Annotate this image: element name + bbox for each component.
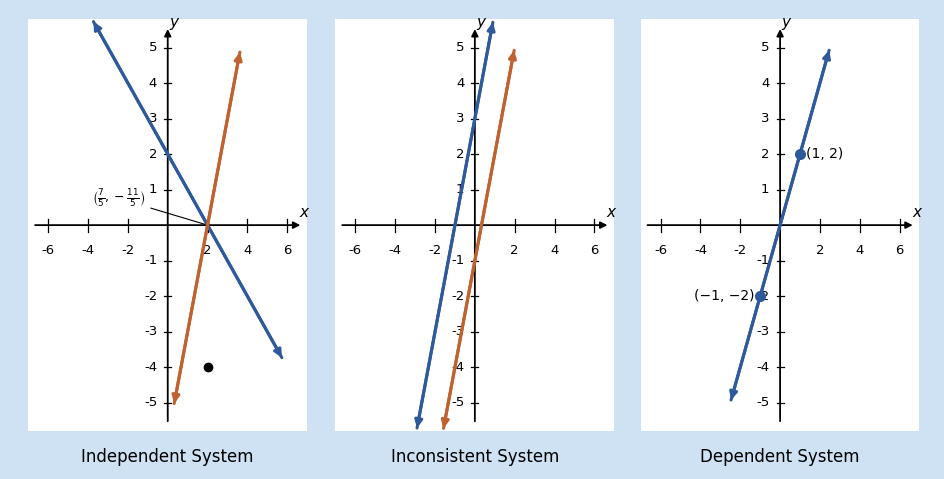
Text: -2: -2 (428, 244, 441, 257)
Text: 6: 6 (282, 244, 291, 257)
Text: -1: -1 (143, 254, 157, 267)
Text: 1: 1 (148, 183, 157, 196)
Text: 2: 2 (455, 148, 464, 160)
Text: 4: 4 (243, 244, 251, 257)
Text: Independent System: Independent System (81, 447, 254, 466)
Text: 2: 2 (203, 244, 211, 257)
Text: $x$: $x$ (911, 205, 922, 220)
Text: $x$: $x$ (299, 205, 311, 220)
Text: -4: -4 (143, 361, 157, 374)
Text: -4: -4 (81, 244, 94, 257)
Text: 2: 2 (760, 148, 768, 160)
Text: -5: -5 (755, 396, 768, 409)
Text: 4: 4 (148, 77, 157, 90)
Text: -6: -6 (653, 244, 666, 257)
Text: 4: 4 (455, 77, 464, 90)
Text: 2: 2 (148, 148, 157, 160)
Text: -1: -1 (450, 254, 464, 267)
Text: -2: -2 (450, 290, 464, 303)
Text: 3: 3 (148, 112, 157, 125)
Text: 1: 1 (760, 183, 768, 196)
Text: 2: 2 (815, 244, 823, 257)
Text: $\left(\frac{7}{5}, -\frac{11}{5}\right)$: $\left(\frac{7}{5}, -\frac{11}{5}\right)… (92, 188, 205, 224)
Text: 5: 5 (455, 41, 464, 54)
Text: 5: 5 (148, 41, 157, 54)
Text: -2: -2 (121, 244, 134, 257)
Text: -5: -5 (143, 396, 157, 409)
Text: -3: -3 (450, 325, 464, 338)
Text: -2: -2 (733, 244, 746, 257)
Text: -2: -2 (143, 290, 157, 303)
Text: -2: -2 (755, 290, 768, 303)
Text: -4: -4 (388, 244, 401, 257)
Text: 4: 4 (549, 244, 558, 257)
Text: $x$: $x$ (606, 205, 617, 220)
Text: $y$: $y$ (169, 16, 180, 33)
Text: Dependent System: Dependent System (700, 447, 859, 466)
Text: -4: -4 (755, 361, 768, 374)
Text: 1: 1 (455, 183, 464, 196)
Text: 6: 6 (589, 244, 598, 257)
Text: -6: -6 (348, 244, 362, 257)
Text: -6: -6 (42, 244, 55, 257)
Text: -1: -1 (755, 254, 768, 267)
Text: $y$: $y$ (781, 16, 792, 33)
Text: 6: 6 (894, 244, 902, 257)
Text: 5: 5 (760, 41, 768, 54)
Text: 4: 4 (854, 244, 863, 257)
Text: -3: -3 (755, 325, 768, 338)
Text: -4: -4 (693, 244, 706, 257)
Text: 3: 3 (760, 112, 768, 125)
Text: 3: 3 (455, 112, 464, 125)
Text: 2: 2 (510, 244, 518, 257)
Text: $y$: $y$ (476, 16, 487, 33)
Text: -5: -5 (450, 396, 464, 409)
Text: (1, 2): (1, 2) (805, 147, 842, 161)
Text: -4: -4 (450, 361, 464, 374)
Text: -3: -3 (143, 325, 157, 338)
Text: (−1, −2): (−1, −2) (693, 289, 753, 303)
Text: 4: 4 (760, 77, 768, 90)
Text: Inconsistent System: Inconsistent System (390, 447, 559, 466)
